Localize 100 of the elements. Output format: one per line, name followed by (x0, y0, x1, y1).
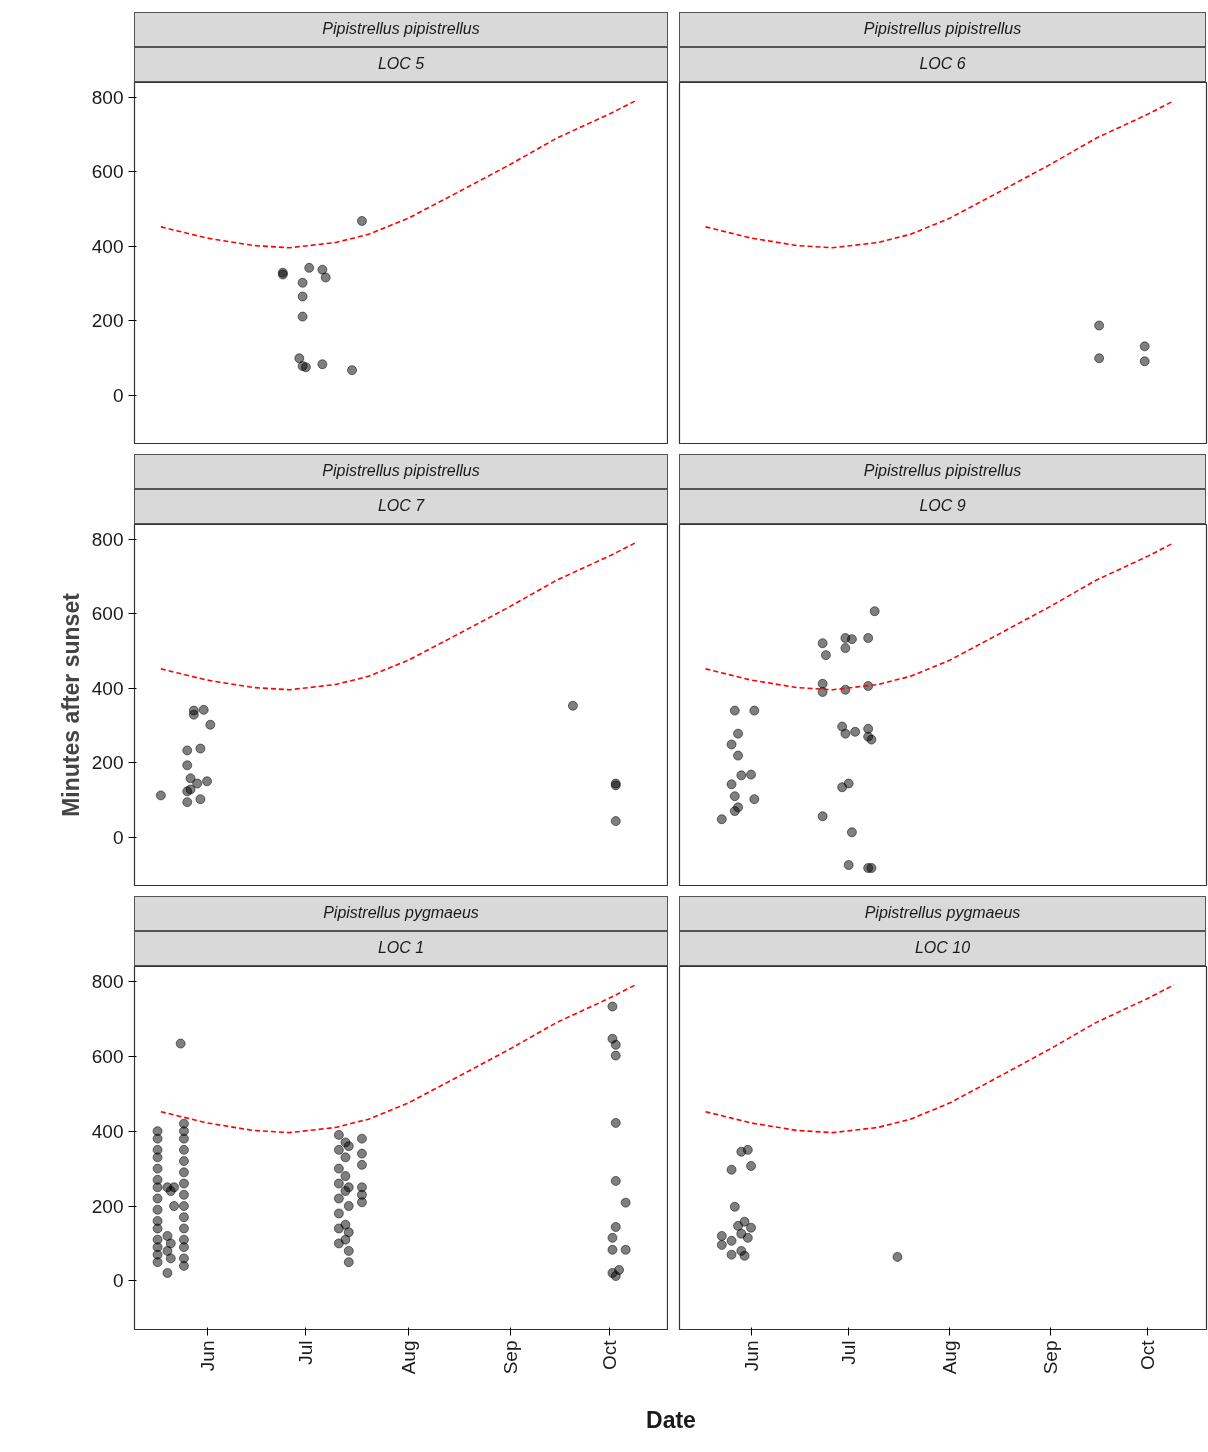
x-tick-label: Oct (1137, 1339, 1159, 1371)
point (198, 704, 209, 715)
point (736, 1228, 747, 1239)
line-series (160, 99, 637, 249)
point (716, 814, 727, 825)
point (729, 791, 740, 802)
point (304, 262, 315, 273)
chart-subtitle: LOC 5 (377, 54, 425, 74)
x-tick-label: Jun (196, 1340, 218, 1372)
point (746, 1160, 757, 1171)
point (155, 790, 166, 801)
point (863, 633, 874, 643)
chart-title: Pipistrellus pipistrellus (322, 461, 480, 481)
chart-title: Pipistrellus pygmaeus (323, 903, 479, 923)
x-tick-label: Sep (499, 1340, 521, 1375)
point (726, 1235, 737, 1246)
x-tick-label: Jul (295, 1340, 317, 1365)
point (733, 728, 744, 739)
point (892, 1251, 903, 1262)
point (729, 1201, 740, 1212)
line-series (160, 541, 637, 691)
point (347, 365, 358, 376)
point (843, 860, 854, 871)
point (294, 353, 305, 364)
y-tick-label: 200 (91, 752, 124, 774)
point (195, 743, 206, 754)
point (863, 723, 874, 734)
x-tick-label: Aug (939, 1340, 961, 1375)
x-tick-label: Sep (1039, 1340, 1061, 1375)
y-tick-label: 600 (91, 161, 124, 183)
point (846, 634, 857, 645)
chart-subtitle: LOC 6 (919, 54, 966, 74)
point (195, 794, 206, 805)
point (837, 721, 848, 732)
point (749, 705, 760, 716)
y-tick-label: 800 (91, 528, 124, 550)
point (850, 726, 861, 737)
point (729, 705, 740, 716)
point (356, 215, 367, 226)
x-tick-label: Jun (740, 1340, 762, 1372)
chart-title: Pipistrellus pipistrellus (863, 461, 1022, 481)
y-tick-label: 200 (91, 310, 124, 332)
point (746, 1222, 757, 1233)
y-tick-label: 0 (112, 384, 124, 406)
point (817, 811, 828, 822)
point (840, 643, 851, 654)
y-tick-label: 800 (91, 86, 124, 108)
point (726, 779, 737, 790)
point (726, 1249, 737, 1260)
y-tick-label: 600 (91, 1045, 124, 1067)
point (1094, 353, 1105, 364)
y-tick-label: 200 (91, 1195, 124, 1217)
point (1094, 320, 1105, 331)
point (182, 745, 193, 756)
point (733, 750, 744, 761)
point (726, 739, 737, 750)
point (182, 760, 193, 771)
chart-title: Pipistrellus pygmaeus (864, 903, 1021, 923)
point (205, 719, 216, 730)
chart-subtitle: LOC 9 (919, 496, 966, 516)
point (182, 797, 193, 808)
x-tick-label: Oct (598, 1339, 620, 1371)
y-tick-label: 400 (91, 1120, 124, 1142)
chart-subtitle: LOC 10 (914, 938, 971, 958)
point (739, 1216, 750, 1227)
point (726, 1164, 737, 1175)
point (202, 776, 213, 787)
point (317, 264, 328, 275)
chart-subtitle: LOC 1 (377, 938, 425, 958)
y-tick-label: 400 (91, 677, 124, 699)
point (869, 606, 880, 617)
chart-title: Pipistrellus pipistrellus (863, 19, 1022, 39)
point (317, 359, 328, 370)
point (716, 1239, 727, 1250)
x-tick-label: Aug (397, 1340, 419, 1375)
point (185, 773, 196, 784)
point (192, 778, 203, 789)
y-tick-label: 800 (91, 970, 124, 992)
point (1139, 341, 1150, 352)
point (837, 782, 848, 793)
y-tick-label: 0 (112, 1270, 124, 1292)
point (716, 1230, 727, 1241)
chart-subtitle: LOC 7 (377, 496, 425, 516)
point (820, 650, 831, 661)
point (846, 827, 857, 838)
point (742, 1232, 753, 1243)
point (736, 770, 747, 781)
y-axis-title: Minutes after sunset (57, 592, 84, 817)
x-axis-title: Date (646, 1406, 696, 1435)
point (297, 311, 308, 322)
point (817, 638, 828, 649)
point (746, 769, 757, 780)
point (817, 678, 828, 689)
y-tick-label: 600 (91, 603, 124, 625)
chart-title: Pipistrellus pipistrellus (322, 19, 480, 39)
point (739, 1250, 750, 1261)
x-tick-label: Jul (838, 1340, 860, 1365)
point (297, 277, 308, 288)
y-tick-label: 400 (91, 235, 124, 257)
point (567, 700, 578, 711)
